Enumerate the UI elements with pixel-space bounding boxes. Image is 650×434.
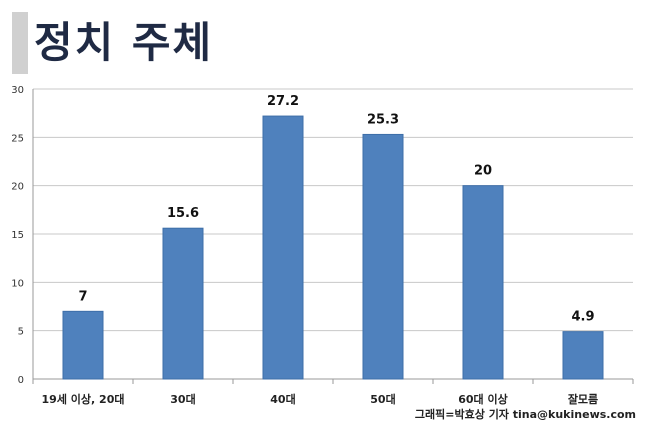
bar — [162, 227, 204, 380]
x-tick-label: 50대 — [370, 392, 395, 406]
y-tick-label: 10 — [11, 278, 24, 289]
title-accent-bar — [12, 12, 28, 74]
data-label: 20 — [474, 164, 492, 179]
chart-title: 정치 주체 — [34, 18, 214, 67]
data-label: 15.6 — [167, 206, 199, 221]
y-tick-label: 20 — [11, 182, 24, 193]
y-tick-label: 0 — [18, 375, 24, 386]
bar — [262, 115, 304, 380]
x-tick-label: 30대 — [170, 392, 195, 406]
y-tick-label: 30 — [11, 85, 24, 96]
y-tick-label: 25 — [11, 133, 24, 144]
data-label: 25.3 — [367, 112, 399, 127]
data-label: 4.9 — [571, 310, 594, 325]
x-tick-label: 19세 이상, 20대 — [42, 392, 125, 406]
data-label: 27.2 — [267, 94, 299, 109]
chart-header: 정치 주체 — [0, 0, 650, 78]
data-label: 7 — [78, 289, 87, 304]
bar — [462, 185, 504, 380]
x-tick-label: 60대 이상 — [458, 392, 508, 406]
y-tick-label: 15 — [11, 230, 24, 241]
x-tick-label: 잘모름 — [568, 393, 598, 406]
bar — [62, 310, 104, 380]
x-tick-label: 40대 — [270, 392, 295, 406]
graphic-credit: 그래픽=박효상 기자 tina@kukinews.com — [414, 408, 636, 421]
y-tick-label: 5 — [18, 327, 24, 338]
bar — [562, 331, 604, 380]
bar — [362, 133, 404, 380]
